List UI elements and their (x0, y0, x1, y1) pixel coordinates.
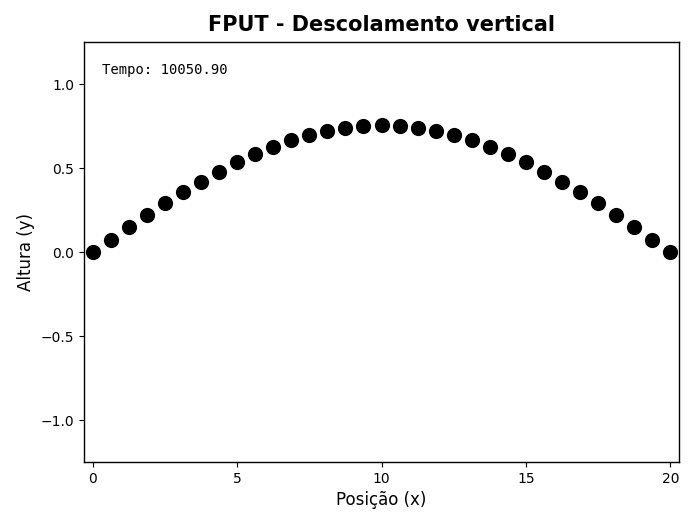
Point (538, 167, 550, 176)
Title: FPUT - Descolamento vertical: FPUT - Descolamento vertical (208, 15, 555, 35)
Point (160, 200, 171, 208)
Point (448, 131, 459, 139)
Point (592, 200, 603, 208)
Point (214, 167, 225, 176)
Point (286, 136, 297, 144)
Point (412, 123, 423, 132)
Point (376, 121, 387, 129)
X-axis label: Posição (x): Posição (x) (336, 491, 427, 509)
Point (556, 177, 568, 186)
Point (358, 122, 369, 130)
Point (647, 235, 658, 244)
Point (123, 223, 134, 232)
Point (484, 142, 496, 151)
Point (520, 158, 531, 166)
Point (503, 150, 514, 158)
Point (466, 136, 477, 144)
Point (195, 177, 206, 186)
Point (267, 142, 279, 151)
Point (629, 223, 640, 232)
Point (665, 248, 676, 256)
Point (322, 127, 333, 135)
Point (249, 150, 260, 158)
Point (87, 248, 98, 256)
Point (430, 127, 441, 135)
Point (304, 131, 315, 139)
Point (177, 188, 188, 196)
Point (610, 211, 622, 219)
Point (141, 211, 153, 219)
Point (394, 122, 405, 130)
Point (340, 123, 351, 132)
Point (232, 158, 243, 166)
Text: Tempo: 10050.90: Tempo: 10050.90 (102, 63, 228, 77)
Y-axis label: Altura (y): Altura (y) (17, 213, 35, 291)
Point (575, 188, 586, 196)
Point (105, 235, 116, 244)
